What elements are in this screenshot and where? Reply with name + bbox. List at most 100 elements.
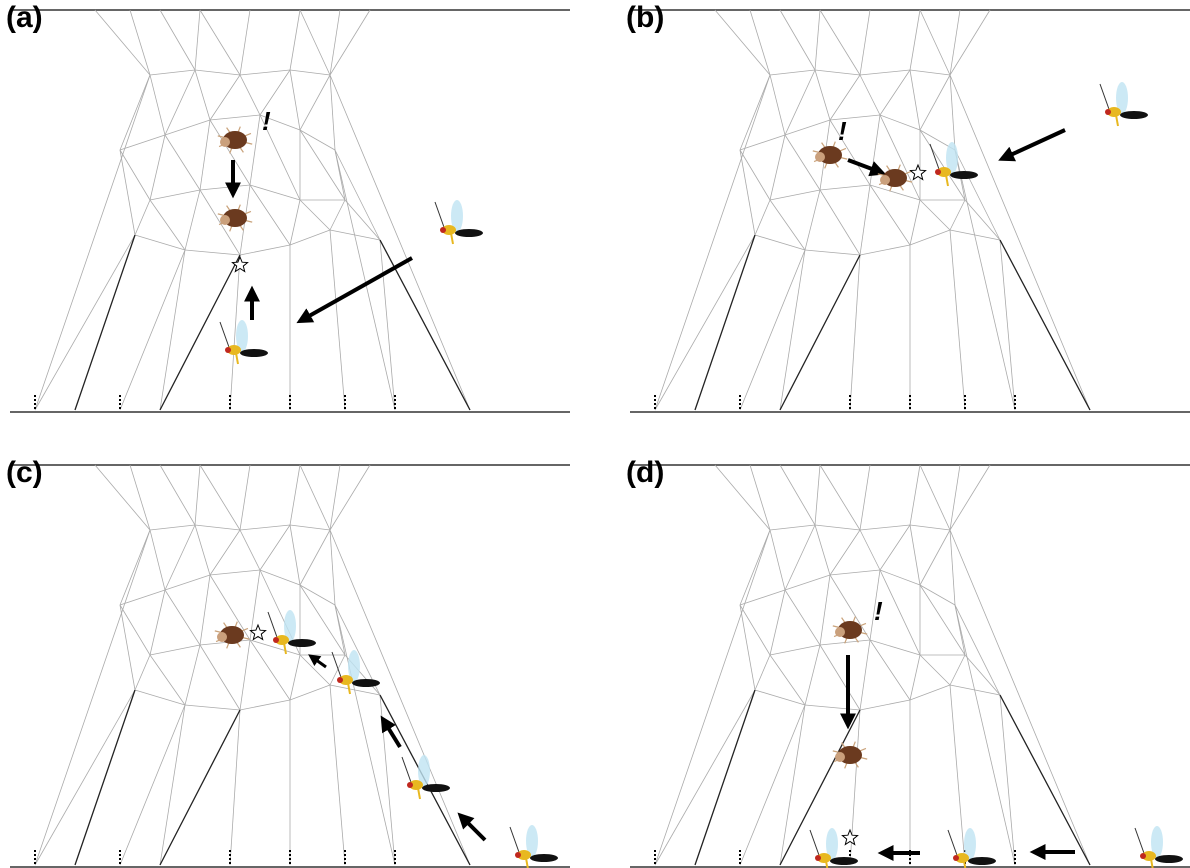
web-thread xyxy=(200,120,210,190)
wasp-antenna xyxy=(930,144,940,172)
web-thread xyxy=(120,75,150,150)
panel: (b)! xyxy=(626,1,1190,412)
web-thread xyxy=(150,135,165,200)
arrow xyxy=(302,258,412,320)
arrow xyxy=(384,721,400,747)
wasp-head xyxy=(935,169,941,175)
web-thread xyxy=(815,70,860,75)
web-thread xyxy=(380,695,395,865)
web-thread xyxy=(750,465,770,530)
web-thread xyxy=(870,185,920,200)
web-thread xyxy=(35,235,135,410)
panel-label: (b) xyxy=(626,1,664,34)
web-thread xyxy=(755,200,770,235)
web-thread xyxy=(290,685,330,700)
web-thread xyxy=(910,70,920,130)
web-thread xyxy=(130,10,150,75)
web-thread xyxy=(850,255,860,410)
web-thread xyxy=(830,530,860,575)
web-thread xyxy=(290,10,300,70)
web-thread xyxy=(200,645,240,710)
web-thread xyxy=(160,10,195,70)
web-thread xyxy=(240,525,290,530)
web-thread xyxy=(815,465,820,525)
web-thread xyxy=(785,120,830,135)
wasp-abdomen xyxy=(240,349,268,357)
web-thread xyxy=(290,200,300,245)
web-thread xyxy=(870,185,910,245)
web-thread xyxy=(860,185,870,255)
spider-head xyxy=(835,752,845,762)
web-thread xyxy=(150,75,165,135)
web-thread xyxy=(950,465,990,530)
web-thread xyxy=(740,530,770,605)
alert-mark: ! xyxy=(838,116,847,146)
web-thread xyxy=(200,10,240,75)
web-thread xyxy=(910,10,920,70)
web-thread xyxy=(740,250,805,410)
web-thread xyxy=(210,115,260,120)
web-thread xyxy=(950,465,960,530)
wasp-abdomen xyxy=(1155,855,1183,863)
wasp-abdomen xyxy=(352,679,380,687)
web-thread xyxy=(95,465,150,530)
wasp-antenna xyxy=(810,830,820,858)
wasp-abdomen xyxy=(288,639,316,647)
web-thread xyxy=(195,10,200,70)
arrow xyxy=(462,817,485,840)
web-thread xyxy=(770,75,785,135)
web-thread xyxy=(785,525,815,590)
web-thread xyxy=(165,590,200,645)
spider-head xyxy=(220,215,230,225)
web-thread xyxy=(755,690,805,705)
wasp-head xyxy=(815,855,821,861)
wasp-abdomen xyxy=(455,229,483,237)
alert-mark: ! xyxy=(874,596,883,626)
panel: (c) xyxy=(6,456,570,868)
web-thread xyxy=(330,465,340,530)
wasp-head xyxy=(515,852,521,858)
web-thread xyxy=(120,250,185,410)
wasp-head xyxy=(337,677,343,683)
spider-head xyxy=(220,137,230,147)
web-thread xyxy=(820,645,860,710)
web-thread xyxy=(860,465,870,530)
web-thread xyxy=(785,575,830,590)
web-thread xyxy=(755,655,770,690)
wasp-antenna xyxy=(268,612,278,640)
web-thread xyxy=(950,75,1090,410)
web-thread xyxy=(910,525,920,585)
web-thread xyxy=(830,570,880,575)
star xyxy=(910,165,925,180)
web-thread xyxy=(150,525,195,530)
wasp-antenna xyxy=(435,202,445,230)
web-thread xyxy=(815,525,830,575)
spider-head xyxy=(815,152,825,162)
web-thread xyxy=(780,10,815,70)
gumfoot-line xyxy=(75,235,135,410)
wasp-head xyxy=(273,637,279,643)
web-thread xyxy=(300,200,330,230)
web-thread xyxy=(770,655,805,705)
gumfoot-line xyxy=(695,235,755,410)
wasp-antenna xyxy=(1135,828,1145,856)
web-thread xyxy=(290,655,300,700)
web-thread xyxy=(165,575,210,590)
web-thread xyxy=(195,465,200,525)
web-thread xyxy=(120,705,185,865)
spider-head xyxy=(880,175,890,185)
web-thread xyxy=(920,200,950,230)
web-thread xyxy=(950,530,955,605)
web-thread xyxy=(150,645,200,655)
web-thread xyxy=(300,75,330,130)
wasp-leg xyxy=(946,175,948,186)
star xyxy=(250,625,265,640)
web-thread xyxy=(240,75,260,115)
web-thread xyxy=(955,605,1015,865)
web-thread xyxy=(870,640,920,655)
web-thread xyxy=(240,640,250,710)
web-thread xyxy=(185,250,240,255)
wasp-abdomen xyxy=(830,857,858,865)
web-thread xyxy=(95,10,150,75)
arrow xyxy=(1004,130,1065,158)
